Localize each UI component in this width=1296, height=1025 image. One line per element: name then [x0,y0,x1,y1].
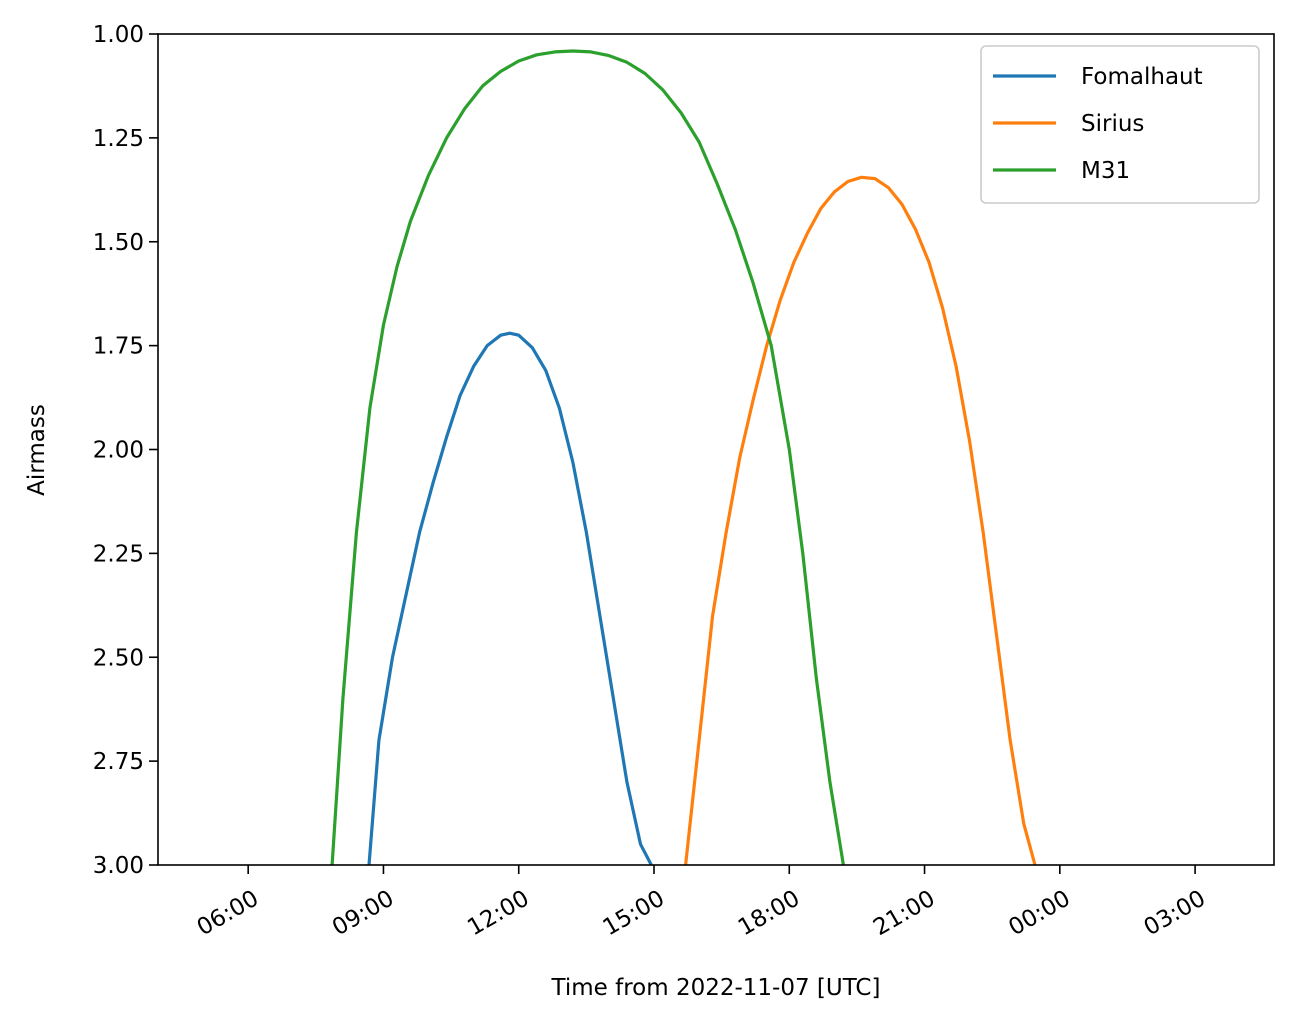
legend-label-fomalhaut: Fomalhaut [1081,64,1203,90]
x-tick-label: 06:00 [193,886,263,942]
x-tick-label: 00:00 [1004,886,1074,942]
y-axis: 1.00 1.25 1.50 1.75 2.00 2.25 2.50 2.75 3.00 [93,22,158,879]
y-tick-label: 2.25 [93,541,144,567]
x-axis-label: Time from 2022-11-07 [UTC] [551,975,881,1001]
series-line-sirius [684,175,1037,865]
y-tick-label: 2.75 [93,749,144,775]
x-tick-label: 12:00 [463,886,533,942]
legend: Fomalhaut Sirius M31 [980,45,1260,204]
x-axis: 06:00 09:00 12:00 15:00 18:00 21:00 00:00 03:00 [193,865,1210,941]
x-tick-label: 09:00 [328,886,398,942]
legend-label-sirius: Sirius [1081,111,1144,137]
series-line-m31 [330,49,845,865]
legend-label-m31: M31 [1081,158,1130,184]
y-tick-label: 1.00 [93,22,144,48]
series-layer [330,49,1037,865]
y-tick-label: 2.50 [93,645,144,671]
y-axis-label: Airmass [24,404,50,496]
y-tick-label: 1.75 [93,334,144,360]
x-tick-label: 15:00 [599,886,669,942]
x-tick-label: 18:00 [734,886,804,942]
y-tick-label: 2.00 [93,438,144,464]
y-tick-label: 1.25 [93,126,144,152]
y-tick-label: 3.00 [93,853,144,879]
legend-box [980,45,1260,204]
y-tick-label: 1.50 [93,230,144,256]
x-tick-label: 03:00 [1140,886,1210,942]
x-tick-label: 21:00 [869,886,939,942]
series-line-fomalhaut [367,331,653,865]
